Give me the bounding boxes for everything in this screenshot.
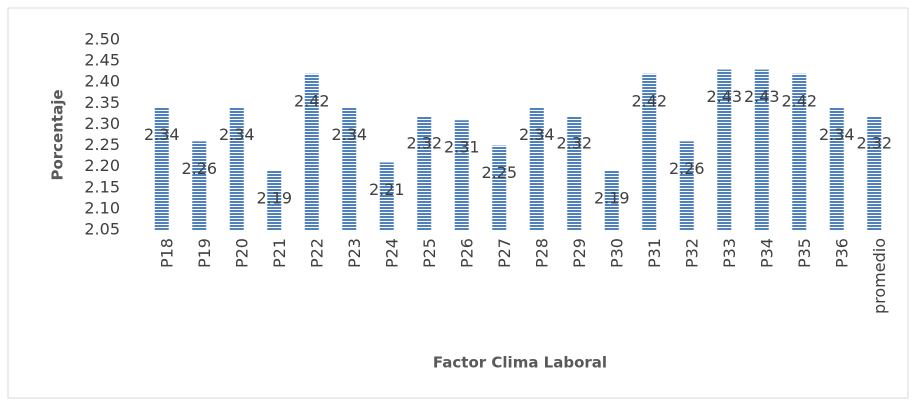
bar [192,141,207,230]
data-label: 2.19 [594,188,630,207]
x-tick-label: P20 [232,238,251,268]
x-tick-label: P36 [832,238,851,268]
x-tick-label: P22 [307,238,326,268]
y-tick-label: 2.10 [84,198,120,217]
y-tick-label: 2.05 [84,220,120,239]
data-label: 2.42 [631,91,667,110]
bar [417,116,432,230]
chart-frame [7,7,909,399]
x-tick-label: promedio [870,238,889,314]
x-tick-label: P23 [345,238,364,268]
x-tick-label: P24 [382,238,401,268]
x-tick-label: P21 [270,238,289,268]
data-label: 2.43 [706,87,742,106]
y-tick-label: 2.15 [84,177,120,196]
data-label: 2.43 [744,87,780,106]
x-tick-label: P30 [607,238,626,268]
bar [454,120,469,230]
bar [604,170,619,230]
data-label: 2.25 [481,163,517,182]
bar [867,116,882,230]
data-label: 2.26 [181,159,217,178]
y-axis-title: Porcentaje [49,89,67,180]
x-tick-label: P26 [457,238,476,268]
bar [754,69,769,230]
y-tick-label: 2.40 [84,72,120,91]
data-label: 2.32 [556,134,592,153]
y-tick-label: 2.45 [84,51,120,70]
data-label: 2.32 [406,134,442,153]
bar [717,69,732,230]
y-tick-label: 2.50 [84,30,120,49]
bar [342,107,357,230]
bar [154,107,169,230]
data-label: 2.34 [219,125,255,144]
x-tick-label: P29 [570,238,589,268]
bar [229,107,244,230]
data-label: 2.34 [144,125,180,144]
x-tick-label: P35 [795,238,814,268]
bar [267,170,282,230]
x-tick-label: P18 [157,238,176,268]
x-tick-label: P33 [720,238,739,268]
data-label: 2.32 [856,134,892,153]
x-tick-label: P27 [495,238,514,268]
bar [829,107,844,230]
data-label: 2.34 [519,125,555,144]
data-label: 2.34 [819,125,855,144]
data-label: 2.42 [781,91,817,110]
x-tick-label: P32 [682,238,701,268]
bar [642,73,657,231]
bar [304,73,319,231]
bar [379,162,394,230]
x-tick-label: P19 [195,238,214,268]
data-label: 2.19 [256,188,292,207]
bar [529,107,544,230]
data-label: 2.31 [444,138,480,157]
y-tick-label: 2.35 [84,93,120,112]
x-axis-title: Factor Clima Laboral [433,354,607,372]
y-tick-label: 2.30 [84,114,120,133]
bar [679,141,694,230]
x-tick-label: P31 [645,238,664,268]
data-label: 2.34 [331,125,367,144]
x-tick-label: P25 [420,238,439,268]
x-tick-label: P34 [757,238,776,268]
x-tick-label: P28 [532,238,551,268]
data-label: 2.26 [669,159,705,178]
bar [492,145,507,230]
bar [567,116,582,230]
data-label: 2.21 [369,180,405,199]
y-tick-label: 2.25 [84,135,120,154]
bar [792,73,807,231]
y-tick-label: 2.20 [84,156,120,175]
data-label: 2.42 [294,91,330,110]
